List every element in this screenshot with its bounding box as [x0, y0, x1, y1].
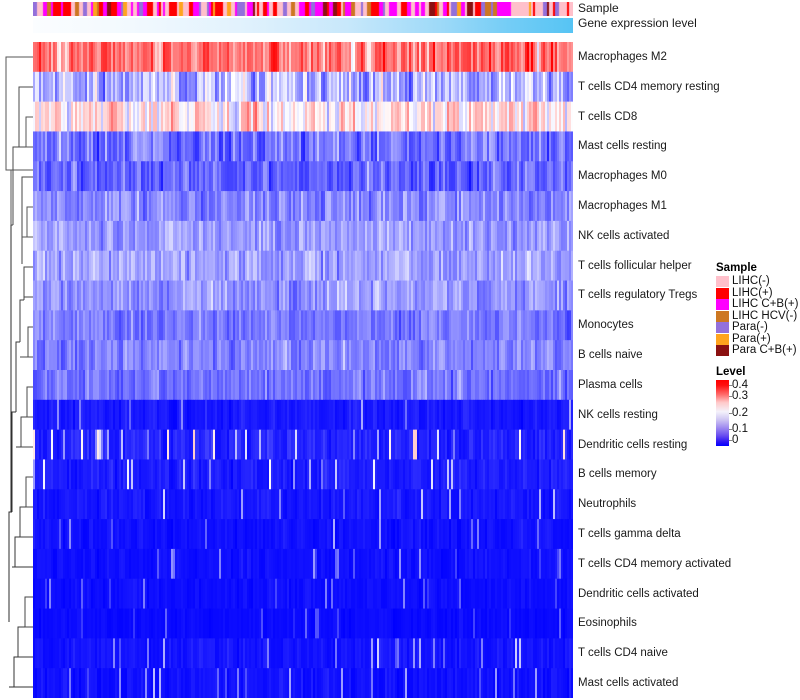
row-label: T cells gamma delta — [578, 528, 681, 540]
level-legend-title: Level — [716, 365, 746, 378]
row-label: T cells regulatory Tregs — [578, 289, 698, 302]
level-tick-mark — [729, 384, 734, 386]
legend-color-swatch — [716, 299, 729, 311]
sample-legend-title: Sample — [716, 262, 757, 274]
level-tick-label: 0 — [729, 434, 738, 446]
sample-legend-item: LIHC(-) — [716, 276, 800, 288]
sample-legend-item: Para C+B(+) — [716, 345, 800, 357]
legend-item-label: LIHC C+B(+) — [732, 298, 799, 311]
sample-annotation-label: Sample — [578, 1, 619, 15]
legend-item-label: Para C+B(+) — [732, 344, 797, 357]
level-gradient-bar — [716, 379, 729, 446]
level-legend: Level 0.4 0.3 0.2 0.1 0 — [716, 366, 800, 446]
legend-color-swatch — [716, 276, 729, 288]
legend-color-swatch — [716, 287, 729, 299]
row-label: Eosinophils — [578, 617, 637, 630]
level-tick-mark — [729, 396, 734, 397]
row-label: B cells memory — [578, 468, 657, 481]
row-label: Macrophages M2 — [578, 50, 667, 63]
legend-color-swatch — [716, 310, 729, 322]
row-label: NK cells resting — [578, 408, 658, 421]
row-label: Neutrophils — [578, 498, 637, 511]
row-label: T cells CD4 memory activated — [578, 557, 732, 570]
row-label: Macrophages M0 — [578, 170, 667, 183]
level-tick-mark — [729, 439, 734, 441]
level-tick-mark — [729, 429, 734, 430]
row-label: T cells CD8 — [578, 110, 638, 123]
legend-item-label: LIHC HCV(-) — [732, 309, 798, 322]
legend-item-label: Para(-) — [732, 321, 768, 334]
legend-color-swatch — [716, 345, 729, 357]
row-label: Mast cells resting — [578, 140, 667, 153]
row-label-column: Macrophages M2 T cells CD4 memory resting… — [578, 42, 793, 698]
row-label: Monocytes — [578, 319, 634, 332]
level-tick-labels: 0.4 0.3 0.2 0.1 0 — [729, 379, 791, 446]
sample-annotation-bar — [33, 2, 573, 16]
level-tick-label: 0.4 — [729, 379, 748, 391]
row-label: Plasma cells — [578, 378, 643, 391]
heatmap-matrix — [33, 42, 573, 698]
row-label: T cells follicular helper — [578, 259, 692, 272]
legend-item-label: LIHC(+) — [732, 286, 773, 299]
row-label: Dendritic cells resting — [578, 438, 688, 451]
level-tick-label: 0.2 — [729, 407, 748, 419]
legend-item-label: LIHC(-) — [732, 275, 770, 288]
row-label: T cells CD4 naive — [578, 647, 668, 660]
gene-expression-annotation-bar — [33, 18, 573, 33]
gene-expression-annotation-label: Gene expression level — [578, 16, 697, 30]
row-dendrogram — [0, 42, 33, 700]
sample-legend-item: LIHC(+) — [716, 286, 800, 300]
level-tick-mark — [729, 412, 734, 414]
row-label: Dendritic cells activated — [578, 587, 699, 600]
sample-legend-item: Para(+) — [716, 332, 800, 346]
level-tick-label: 0.1 — [729, 423, 748, 435]
legend-panel: Sample LIHC(-) LIHC(+) LIHC C+B(+) LIHC HCV… — [716, 262, 800, 446]
sample-legend-item: Para(-) — [716, 322, 800, 334]
legend-color-swatch — [716, 322, 729, 334]
sample-legend-item: LIHC HCV(-) — [716, 309, 800, 323]
row-label: NK cells activated — [578, 229, 670, 242]
dendrogram-svg — [5, 56, 33, 688]
legend-color-swatch — [716, 333, 729, 345]
sample-legend: Sample LIHC(-) LIHC(+) LIHC C+B(+) LIHC HCV… — [716, 262, 800, 357]
row-label: Macrophages M1 — [578, 200, 667, 212]
row-label: Mast cells activated — [578, 677, 679, 690]
level-tick-label: 0.3 — [729, 390, 748, 402]
row-label: T cells CD4 memory resting — [578, 80, 720, 93]
legend-item-label: Para(+) — [732, 332, 771, 345]
sample-legend-item: LIHC C+B(+) — [716, 299, 800, 311]
row-label: B cells naive — [578, 349, 643, 362]
